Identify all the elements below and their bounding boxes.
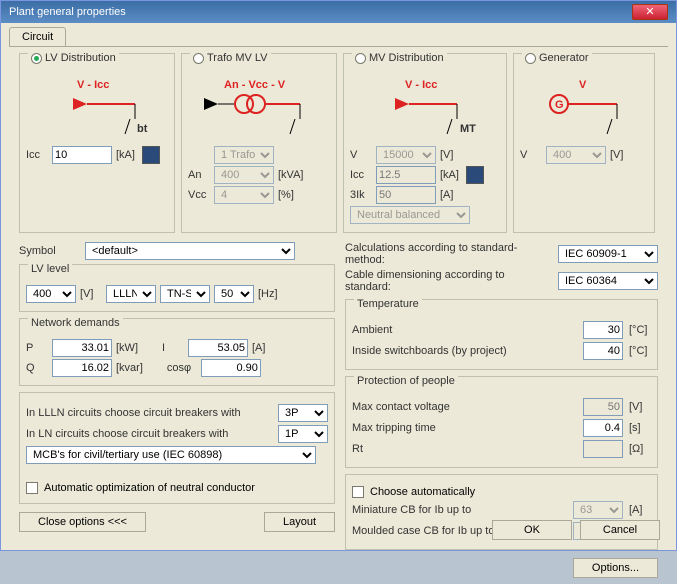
- net-i-input[interactable]: [188, 339, 248, 357]
- auto-neutral-checkbox[interactable]: [26, 482, 38, 494]
- close-options-button[interactable]: Close options <<<: [19, 512, 146, 532]
- lv-lln-select[interactable]: LLLN: [106, 285, 156, 303]
- mv-v-select: 15000: [376, 146, 436, 164]
- svg-text:G: G: [555, 99, 564, 111]
- cb-lln-select[interactable]: 3P: [278, 404, 328, 422]
- group-lv-dist: LV Distribution V - Iccbt Icc [kA]: [19, 53, 175, 233]
- cancel-button[interactable]: Cancel: [580, 520, 660, 540]
- ok-button[interactable]: OK: [492, 520, 572, 540]
- calc-std-select[interactable]: IEC 60909-1: [558, 245, 658, 263]
- svg-text:V - Icc: V - Icc: [77, 79, 109, 91]
- lv-tns-select[interactable]: TN-S: [160, 285, 210, 303]
- gen-v-select: 400: [546, 146, 606, 164]
- cb-ln-select[interactable]: 1P: [278, 425, 328, 443]
- net-q-input[interactable]: [52, 359, 112, 377]
- group-protection: Protection of people Max contact voltage…: [345, 376, 658, 468]
- trafo-count-select: 1 Trafo: [214, 146, 274, 164]
- window-title: Plant general properties: [9, 6, 126, 18]
- radio-trafo[interactable]: [193, 53, 204, 64]
- trafo-an-select: 400: [214, 166, 274, 184]
- svg-text:V: V: [579, 79, 587, 91]
- close-icon[interactable]: ✕: [632, 4, 668, 20]
- svg-text:MT: MT: [460, 123, 476, 135]
- group-trafo: Trafo MV LV An - Vcc - V 1 Trafo An400[k…: [181, 53, 337, 233]
- group-generator: Generator VG V400[V]: [513, 53, 655, 233]
- gen-diagram: VG: [520, 72, 648, 144]
- mv-3ik-input: [376, 186, 436, 204]
- group-temperature: Temperature Ambient[°C] Inside switchboa…: [345, 299, 658, 370]
- lv-icc-label: Icc: [26, 149, 48, 161]
- group-network-demands: Network demands P[kW] I[A] Q[kvar] cosφ: [19, 318, 335, 386]
- mv-diagram: V - Icc MT: [350, 72, 500, 144]
- symbol-select[interactable]: <default>: [85, 242, 295, 260]
- options-button[interactable]: Options...: [573, 558, 658, 578]
- switchboard-input[interactable]: [583, 342, 623, 360]
- mv-icc-input: [376, 166, 436, 184]
- max-contact-input: [583, 398, 623, 416]
- ambient-input[interactable]: [583, 321, 623, 339]
- lv-hz-select[interactable]: 50: [214, 285, 254, 303]
- svg-text:V - Icc: V - Icc: [405, 79, 437, 91]
- tab-circuit[interactable]: Circuit: [9, 27, 66, 46]
- cable-std-select[interactable]: IEC 60364: [558, 272, 658, 290]
- trafo-vcc-select: 4: [214, 186, 274, 204]
- dialog-window: Plant general properties ✕ Circuit LV Di…: [0, 0, 677, 551]
- tab-strip: Circuit: [9, 27, 668, 47]
- lv-voltage-select[interactable]: 400: [26, 285, 76, 303]
- radio-mv[interactable]: [355, 53, 366, 64]
- mv-calc-icon[interactable]: [466, 166, 484, 184]
- net-cos-input[interactable]: [201, 359, 261, 377]
- radio-lv[interactable]: [31, 53, 42, 64]
- group-mv-dist: MV Distribution V - IccMT V15000[V] Icc[…: [343, 53, 507, 233]
- group-breakers: In LLLN circuits choose circuit breakers…: [19, 392, 335, 504]
- radio-gen[interactable]: [525, 53, 536, 64]
- net-p-input[interactable]: [52, 339, 112, 357]
- cb-mcb-select[interactable]: MCB's for civil/tertiary use (IEC 60898): [26, 446, 316, 464]
- group-lv-level: LV level 400[V] LLLN TN-S 50[Hz]: [19, 264, 335, 312]
- titlebar: Plant general properties ✕: [1, 1, 676, 23]
- trafo-diagram: An - Vcc - V: [188, 72, 330, 144]
- layout-button[interactable]: Layout: [264, 512, 335, 532]
- lv-diagram: V - Icc bt: [26, 72, 168, 144]
- lv-calc-icon[interactable]: [142, 146, 160, 164]
- svg-text:An - Vcc - V: An - Vcc - V: [224, 79, 286, 91]
- lv-icc-input[interactable]: [52, 146, 112, 164]
- auto-choose-checkbox[interactable]: [352, 486, 364, 498]
- mv-neutral-select: Neutral balanced: [350, 206, 470, 224]
- max-trip-input[interactable]: [583, 419, 623, 437]
- svg-text:bt: bt: [137, 123, 148, 135]
- rt-input: [583, 440, 623, 458]
